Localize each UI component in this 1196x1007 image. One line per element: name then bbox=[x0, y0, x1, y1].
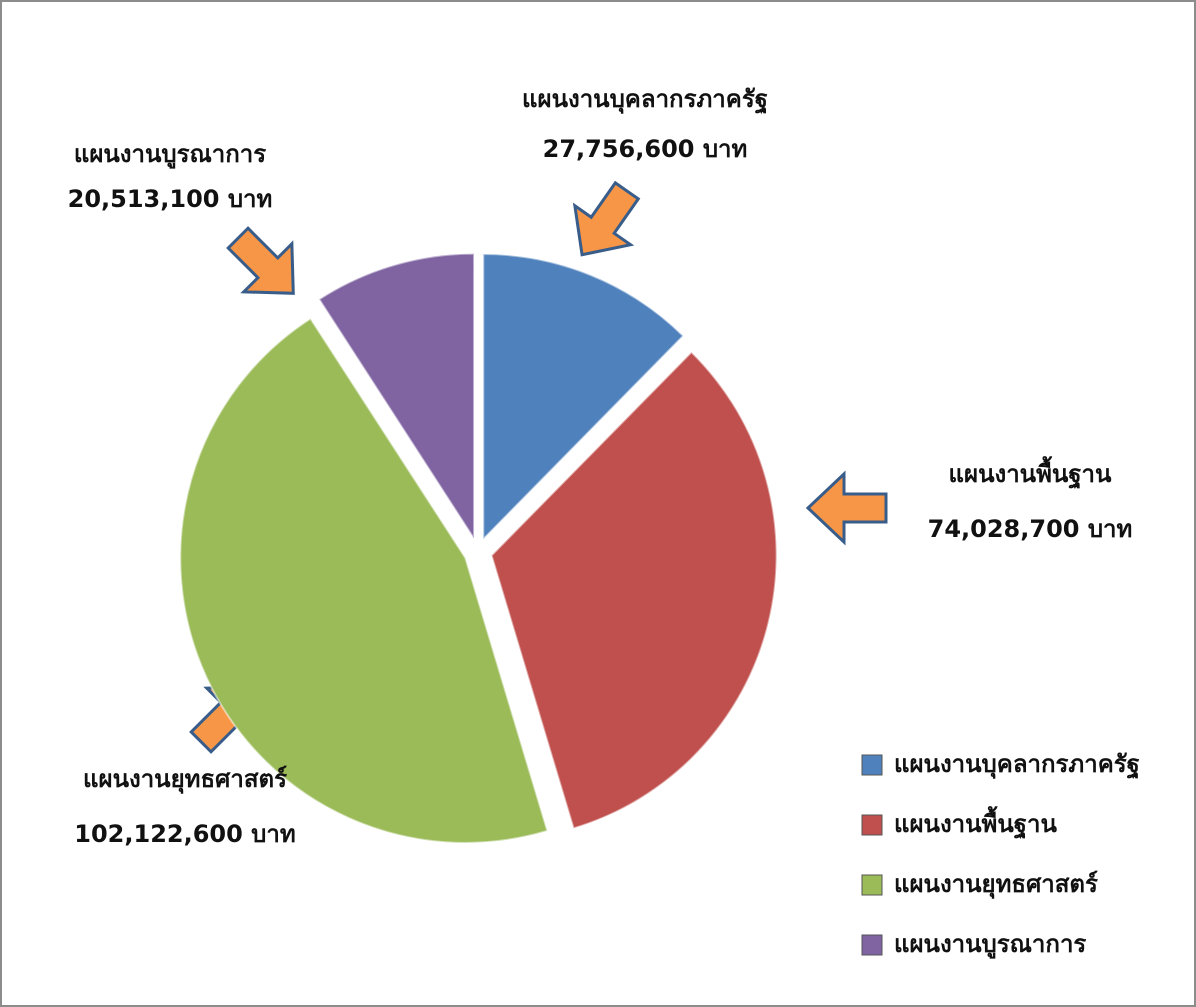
legend-swatch bbox=[861, 754, 883, 776]
legend-label: แผนงานบุคลากรภาครัฐ bbox=[894, 750, 1140, 780]
pie-slice bbox=[482, 253, 685, 542]
slice-label: แผนงานบูรณาการ bbox=[74, 140, 266, 169]
pie-slice bbox=[490, 350, 778, 830]
slice-label: แผนงานบุคลากรภาครัฐ bbox=[522, 85, 768, 115]
slice-value-label: 27,756,600 บาท bbox=[543, 135, 748, 163]
legend-swatch bbox=[861, 814, 883, 836]
pie-slice bbox=[317, 252, 476, 542]
arrow bbox=[226, 226, 295, 295]
arrows bbox=[189, 180, 888, 754]
pie-slice bbox=[179, 317, 549, 844]
legend-label: แผนงานพื้นฐาน bbox=[894, 805, 1057, 840]
arrow bbox=[572, 180, 641, 257]
legend-label: แผนงานยุทธศาสตร์ bbox=[894, 870, 1098, 900]
slice-value-label: 20,513,100 บาท bbox=[68, 185, 273, 213]
slice-label: แผนงานยุทธศาสตร์ bbox=[83, 765, 287, 795]
legend-swatch bbox=[861, 934, 883, 956]
legend-swatch bbox=[861, 874, 883, 896]
slice-value-label: 74,028,700 บาท bbox=[928, 515, 1133, 543]
arrow bbox=[805, 470, 888, 546]
slice-label: แผนงานพื้นฐาน bbox=[949, 455, 1112, 490]
legend-label: แผนงานบูรณาการ bbox=[894, 930, 1086, 959]
slice-value-label: 102,122,600 บาท bbox=[74, 820, 295, 848]
